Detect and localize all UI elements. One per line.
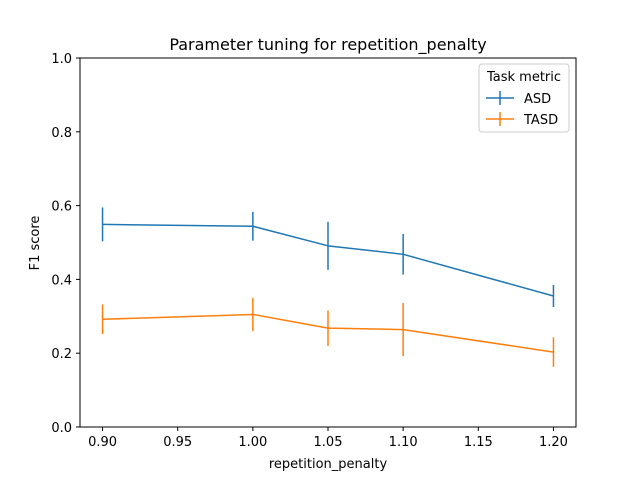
legend-title: Task metric <box>486 70 561 85</box>
x-tick-label: 1.00 <box>238 435 267 450</box>
x-tick-label: 1.05 <box>314 435 343 450</box>
y-axis-label: F1 score <box>28 216 43 271</box>
legend-label-asd: ASD <box>524 92 551 107</box>
x-tick-label: 0.90 <box>88 435 117 450</box>
x-axis-label: repetition_penalty <box>269 457 388 472</box>
chart-title: Parameter tuning for repetition_penalty <box>169 35 486 55</box>
legend-box <box>478 63 570 133</box>
y-tick-label: 1.0 <box>51 52 72 67</box>
legend-label-tasd: TASD <box>523 113 558 128</box>
legend: Task metric ASD TASD <box>478 63 570 133</box>
y-tick-label: 0.8 <box>51 126 72 141</box>
y-tick-label: 0.6 <box>51 200 72 215</box>
y-tick-label: 0.4 <box>51 273 72 288</box>
y-tick-label: 0.0 <box>51 421 72 436</box>
x-tick-label: 1.15 <box>464 435 493 450</box>
x-tick-label: 0.95 <box>163 435 192 450</box>
x-tick-label: 1.20 <box>539 435 568 450</box>
plot-area: 0.90 0.95 1.00 1.05 1.10 1.15 1.20 0.0 0.2 0.4 0.6… <box>51 52 577 450</box>
x-tick-label: 1.10 <box>389 435 418 450</box>
y-tick-label: 0.2 <box>51 347 72 362</box>
